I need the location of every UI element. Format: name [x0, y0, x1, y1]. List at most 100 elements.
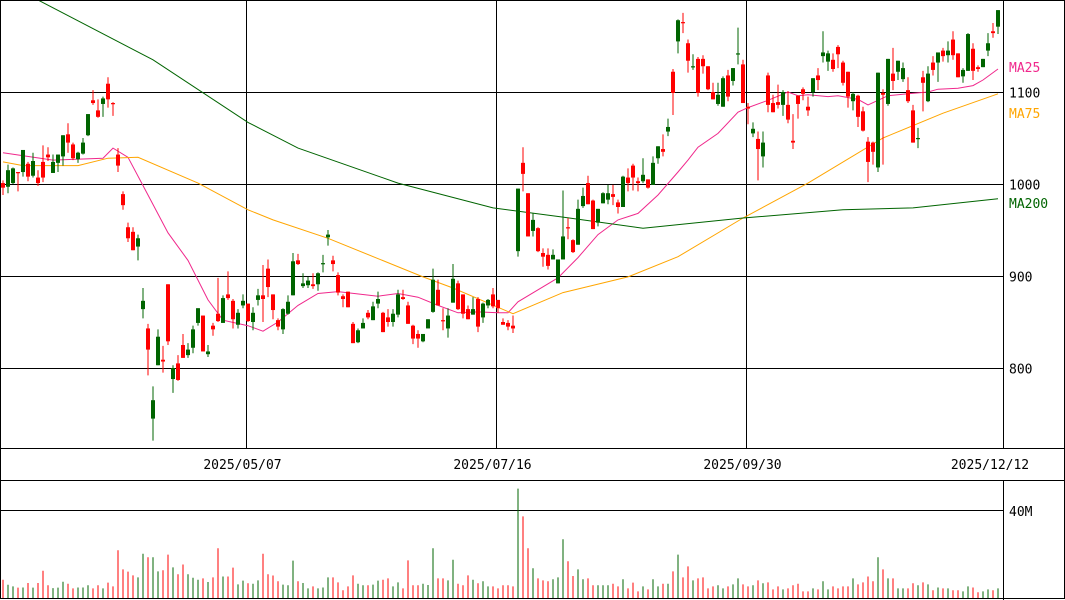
- candle-body: [346, 291, 350, 308]
- candlesticks: [1, 10, 1000, 441]
- candle-body: [596, 208, 600, 223]
- candle-body: [356, 330, 360, 343]
- candle-body: [86, 114, 90, 136]
- candle-body: [766, 75, 770, 105]
- candlestick: [206, 345, 210, 357]
- candle-body: [976, 67, 980, 69]
- candle-body: [856, 95, 860, 117]
- candlestick: [751, 122, 755, 138]
- volume-bars: [2, 488, 999, 598]
- candlestick: [731, 68, 735, 86]
- candlestick: [526, 193, 530, 237]
- candlestick: [146, 323, 150, 376]
- candle-body: [376, 299, 380, 304]
- candle-body: [451, 278, 455, 303]
- candlestick: [46, 147, 50, 161]
- candlestick: [781, 90, 785, 116]
- ma200-legend: MA200: [1009, 197, 1048, 212]
- candle-body: [936, 52, 940, 63]
- price-tick-label: 800: [1009, 363, 1032, 378]
- candlestick: [341, 294, 345, 308]
- candle-body: [236, 312, 240, 325]
- candlestick: [501, 318, 505, 325]
- candle-body: [671, 71, 675, 93]
- candle-body: [396, 294, 400, 315]
- candlestick: [131, 227, 135, 251]
- candlestick: [521, 147, 525, 192]
- candlestick: [136, 234, 140, 261]
- candlestick: [706, 66, 710, 91]
- candle-body: [986, 43, 990, 51]
- candle-body: [606, 193, 610, 200]
- candle-body: [571, 240, 575, 253]
- candle-body: [566, 227, 570, 229]
- candlestick: [996, 10, 1000, 35]
- candlestick: [711, 82, 715, 100]
- candlestick: [991, 23, 995, 38]
- candle-body: [706, 66, 710, 90]
- candle-body: [831, 59, 835, 69]
- candle-body: [56, 154, 60, 163]
- candlestick: [691, 54, 695, 70]
- candlestick: [436, 279, 440, 306]
- candlestick: [761, 131, 765, 168]
- candlestick: [906, 77, 910, 104]
- candle-body: [621, 176, 625, 207]
- candle-body: [636, 181, 640, 184]
- candlestick: [686, 39, 690, 73]
- candlestick: [886, 58, 890, 106]
- candlestick: [316, 272, 320, 291]
- candle-body: [676, 20, 680, 42]
- candle-body: [466, 309, 470, 320]
- candle-body: [336, 275, 340, 293]
- candle-body: [181, 345, 185, 358]
- candle-body: [106, 83, 110, 100]
- candlestick: [931, 56, 935, 76]
- candle-body: [801, 89, 805, 94]
- candlestick: [66, 123, 70, 153]
- candlestick: [556, 259, 560, 284]
- candlestick: [311, 273, 315, 289]
- candle-body: [546, 254, 550, 266]
- candlestick: [486, 299, 490, 309]
- candlestick: [961, 68, 965, 83]
- candlestick: [511, 315, 515, 334]
- candle-body: [941, 50, 945, 57]
- candle-body: [76, 152, 80, 160]
- candle-body: [511, 325, 515, 329]
- candlestick: [571, 239, 575, 253]
- candle-body: [366, 312, 370, 318]
- price-tick-label: 1100: [1009, 87, 1040, 102]
- candle-body: [316, 273, 320, 285]
- candlestick: [946, 41, 950, 63]
- candlestick: [1, 180, 5, 196]
- candlestick: [181, 333, 185, 358]
- candlestick: [541, 248, 545, 267]
- candle-body: [426, 319, 430, 329]
- candlestick: [281, 308, 285, 334]
- candlestick: [876, 72, 880, 173]
- candle-body: [926, 73, 930, 102]
- candlestick: [11, 167, 15, 184]
- candle-body: [276, 320, 280, 327]
- candlestick: [226, 271, 230, 300]
- candlestick: [456, 280, 460, 311]
- candlestick: [811, 78, 815, 97]
- candle-body: [231, 300, 235, 320]
- candlestick: [861, 106, 865, 132]
- candle-body: [221, 298, 225, 323]
- candle-body: [971, 48, 975, 71]
- candlestick: [306, 276, 310, 288]
- candle-body: [61, 135, 65, 157]
- candlestick: [736, 27, 740, 65]
- candle-body: [456, 283, 460, 310]
- candlestick: [106, 77, 110, 108]
- candle-body: [521, 162, 525, 174]
- candlestick: [81, 138, 85, 155]
- price-grid: [0, 0, 1003, 448]
- candlestick: [416, 330, 420, 348]
- candlestick: [821, 31, 825, 63]
- candle-body: [146, 328, 150, 350]
- candlestick: [246, 303, 250, 322]
- candlestick: [111, 102, 115, 116]
